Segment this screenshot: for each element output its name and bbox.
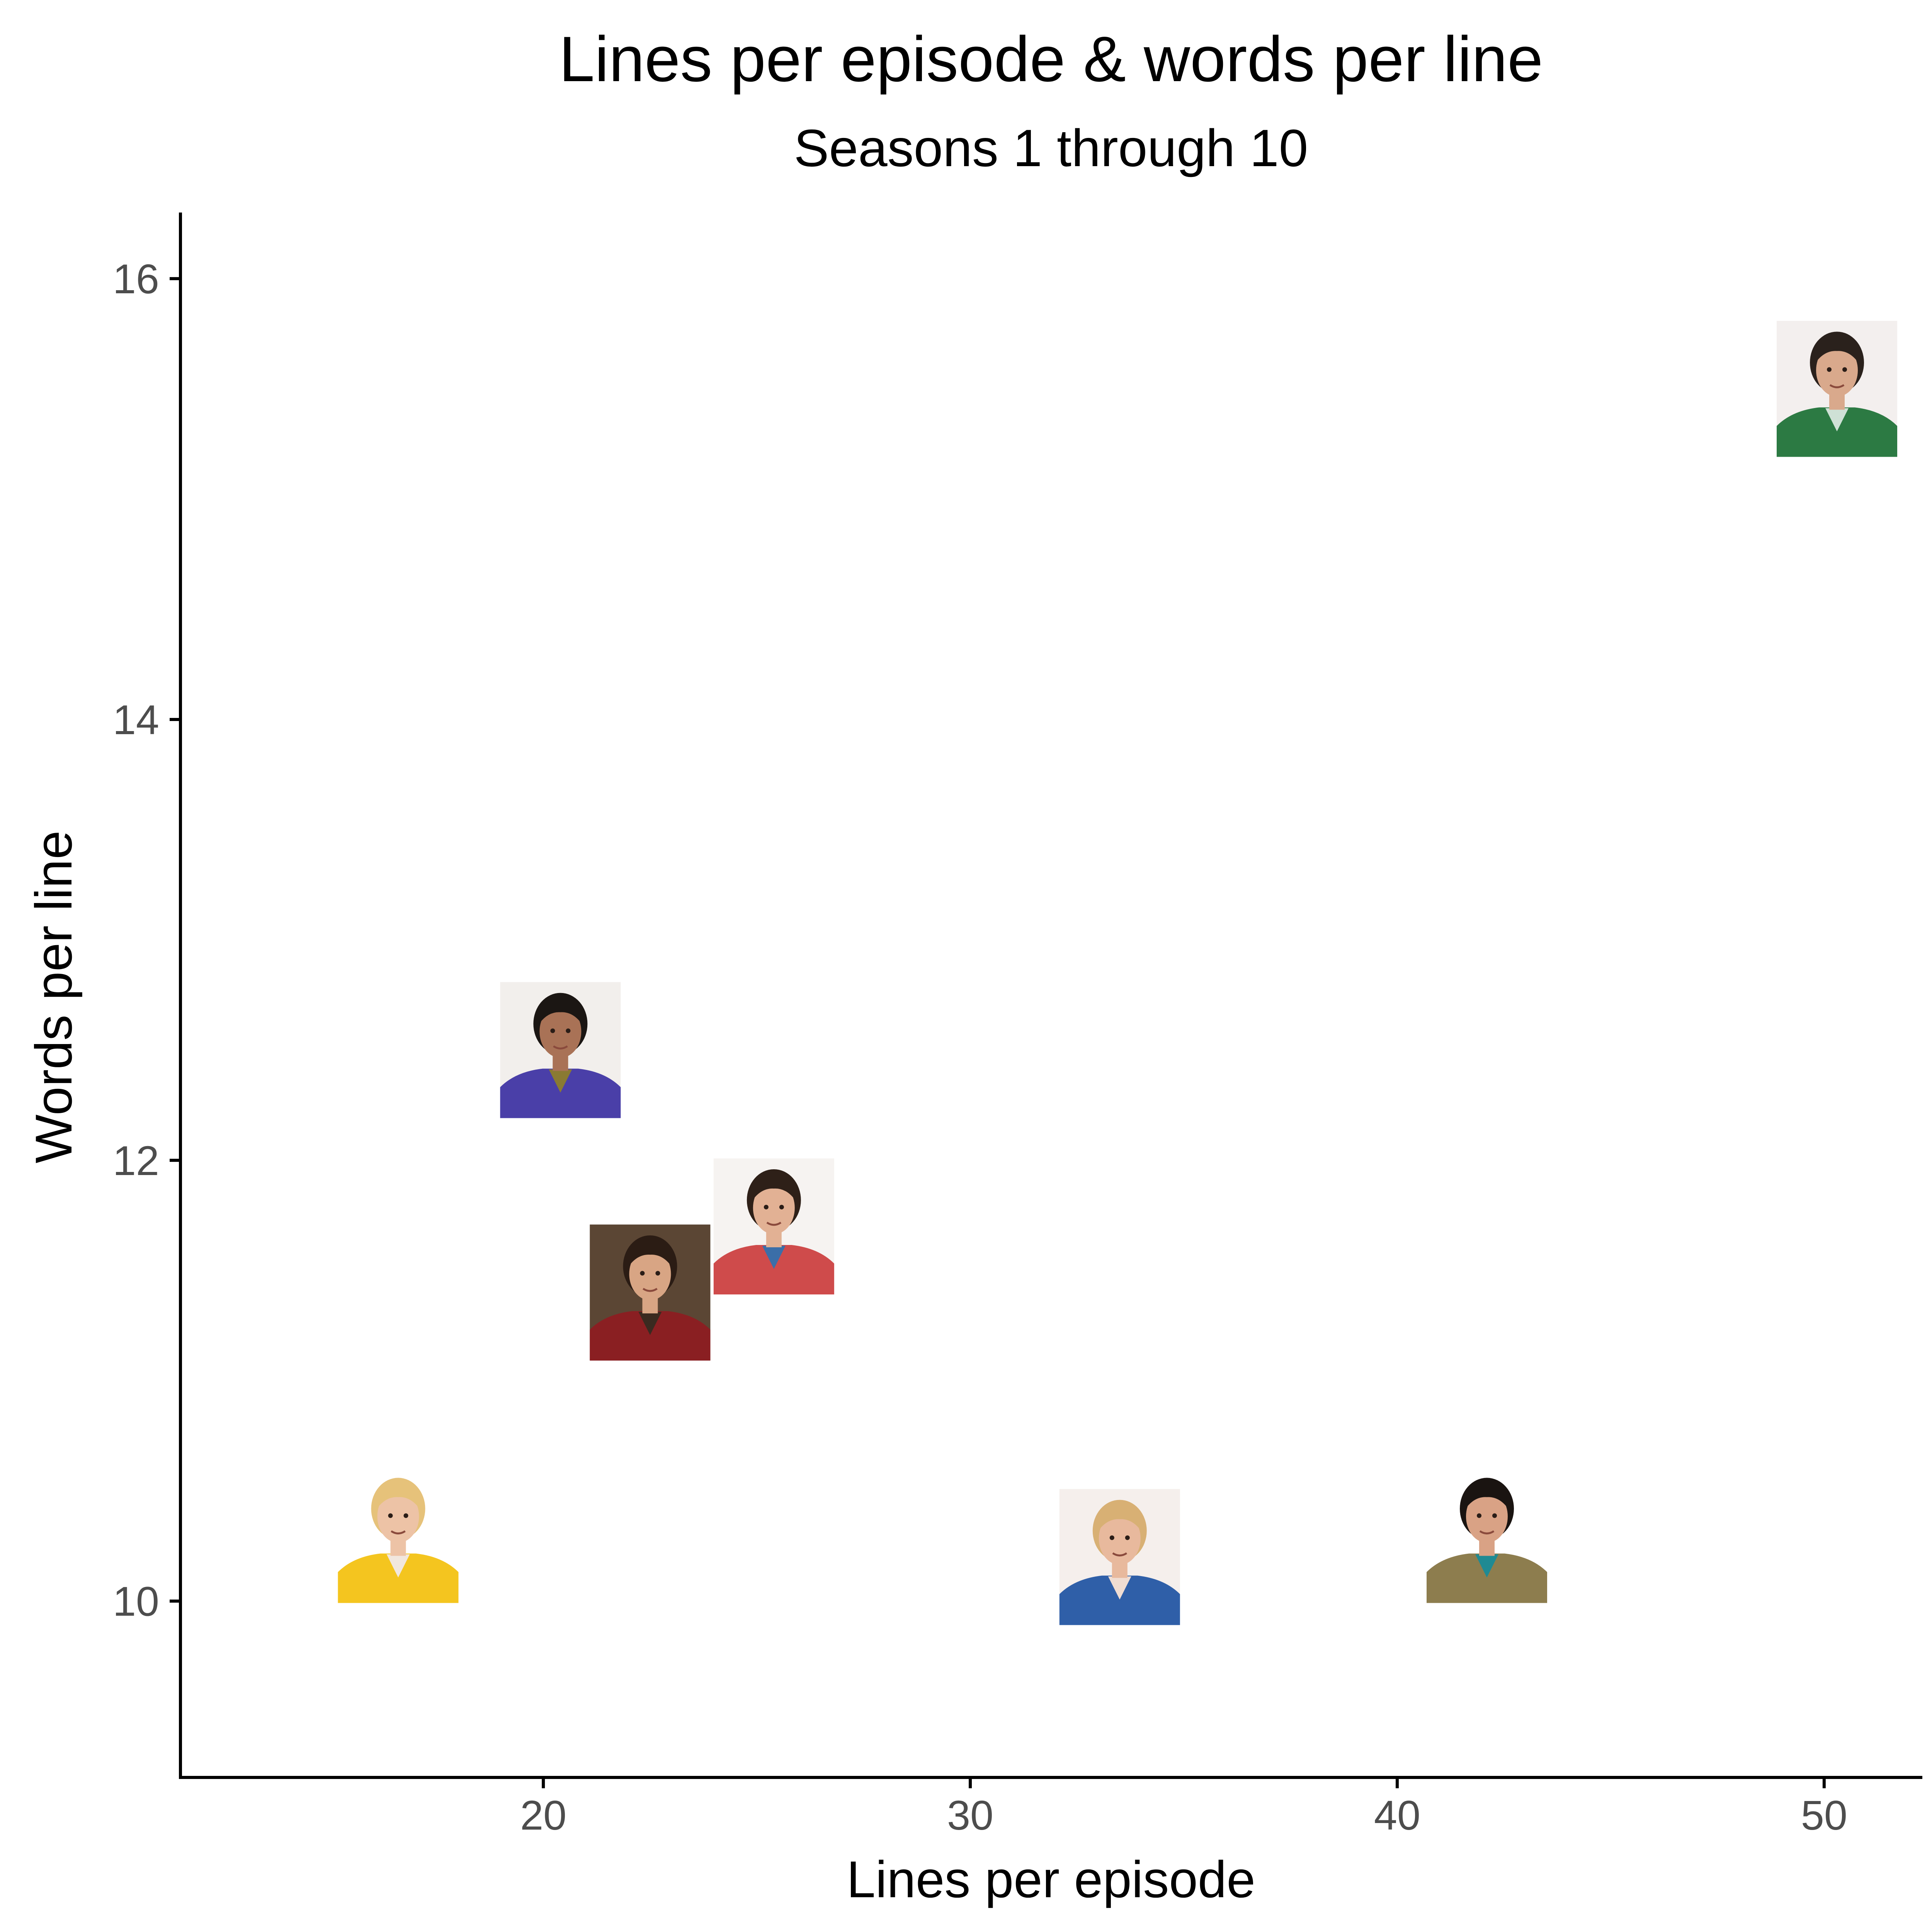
axes [179, 213, 1922, 1779]
chart-subtitle: Seasons 1 through 10 [794, 119, 1308, 177]
portrait-hair-fringe [751, 1174, 796, 1202]
portrait-eye [1842, 367, 1847, 372]
portrait-collar [1475, 1554, 1498, 1578]
portrait-collar [1825, 408, 1849, 432]
y-ticks: 10 12 14 16 [113, 255, 180, 1625]
portrait-shirt [1059, 1575, 1180, 1625]
portrait-face [1099, 1512, 1141, 1565]
x-tick-label: 20 [520, 1792, 566, 1838]
portrait-eye [550, 1028, 555, 1033]
y-tick-label: 12 [113, 1137, 159, 1184]
portrait-hair-fringe [628, 1241, 673, 1268]
portrait-face [629, 1248, 671, 1301]
portrait-mouth [1829, 384, 1845, 388]
chart-title: Lines per episode & words per line [559, 24, 1543, 95]
portrait-face [539, 1005, 582, 1058]
portrait-shirt [1777, 407, 1898, 457]
portrait-eye [1477, 1513, 1481, 1518]
x-axis-title: Lines per episode [847, 1851, 1255, 1908]
y-tick-label: 10 [113, 1578, 159, 1625]
x-tick-label: 50 [1801, 1792, 1847, 1838]
portrait-shirt [500, 1068, 621, 1118]
portrait-eye [566, 1028, 571, 1033]
portrait-mouth [1479, 1530, 1495, 1535]
portrait-eye [640, 1271, 645, 1276]
portrait-collar [549, 1069, 572, 1093]
data-point-portrait [338, 1467, 459, 1603]
portrait-shirt [338, 1553, 459, 1603]
portrait-eye [403, 1513, 408, 1518]
portrait-mouth [1112, 1552, 1128, 1557]
portrait-eye [764, 1204, 769, 1209]
portrait-eye [1109, 1535, 1114, 1540]
data-point-portrait [500, 982, 621, 1118]
x-tick-label: 40 [1374, 1792, 1420, 1838]
y-axis-title: Words per line [25, 830, 83, 1163]
portrait-face [377, 1490, 419, 1543]
portrait-eye [1827, 367, 1832, 372]
portrait-eye [779, 1204, 784, 1209]
portrait-hair-fringe [538, 998, 583, 1026]
portrait-hair-fringe [1815, 337, 1860, 364]
portrait-collar [638, 1312, 662, 1335]
portrait-shirt [1427, 1553, 1547, 1603]
portrait-face [1816, 344, 1858, 397]
data-point-portrait [713, 1158, 834, 1294]
portrait-eye [388, 1513, 393, 1518]
portrait-collar [762, 1245, 786, 1269]
portrait-hair-fringe [376, 1483, 421, 1510]
portrait-hair-fringe [1097, 1505, 1142, 1532]
portrait-mouth [391, 1530, 406, 1535]
x-tick-label: 30 [947, 1792, 993, 1838]
portrait-eye [1492, 1513, 1497, 1518]
portrait-mouth [766, 1221, 782, 1226]
portrait-collar [386, 1554, 410, 1578]
portrait-face [753, 1181, 795, 1234]
y-tick-label: 14 [113, 696, 159, 743]
portrait-shirt [713, 1245, 834, 1294]
portrait-mouth [553, 1045, 568, 1050]
portrait-mouth [643, 1287, 658, 1292]
data-point-portrait [1777, 321, 1898, 457]
data-point-portrait [590, 1225, 711, 1361]
data-point-portrait [1059, 1489, 1180, 1625]
y-tick-label: 16 [113, 255, 159, 302]
x-ticks: 20 30 40 50 [520, 1777, 1847, 1838]
portrait-shirt [590, 1311, 711, 1361]
portrait-face [1466, 1490, 1508, 1543]
portrait-eye [1125, 1535, 1130, 1540]
portrait-collar [1108, 1576, 1131, 1600]
portrait-hair-fringe [1464, 1483, 1509, 1510]
data-points [338, 321, 1898, 1625]
data-point-portrait [1427, 1467, 1547, 1603]
portrait-eye [655, 1271, 660, 1276]
